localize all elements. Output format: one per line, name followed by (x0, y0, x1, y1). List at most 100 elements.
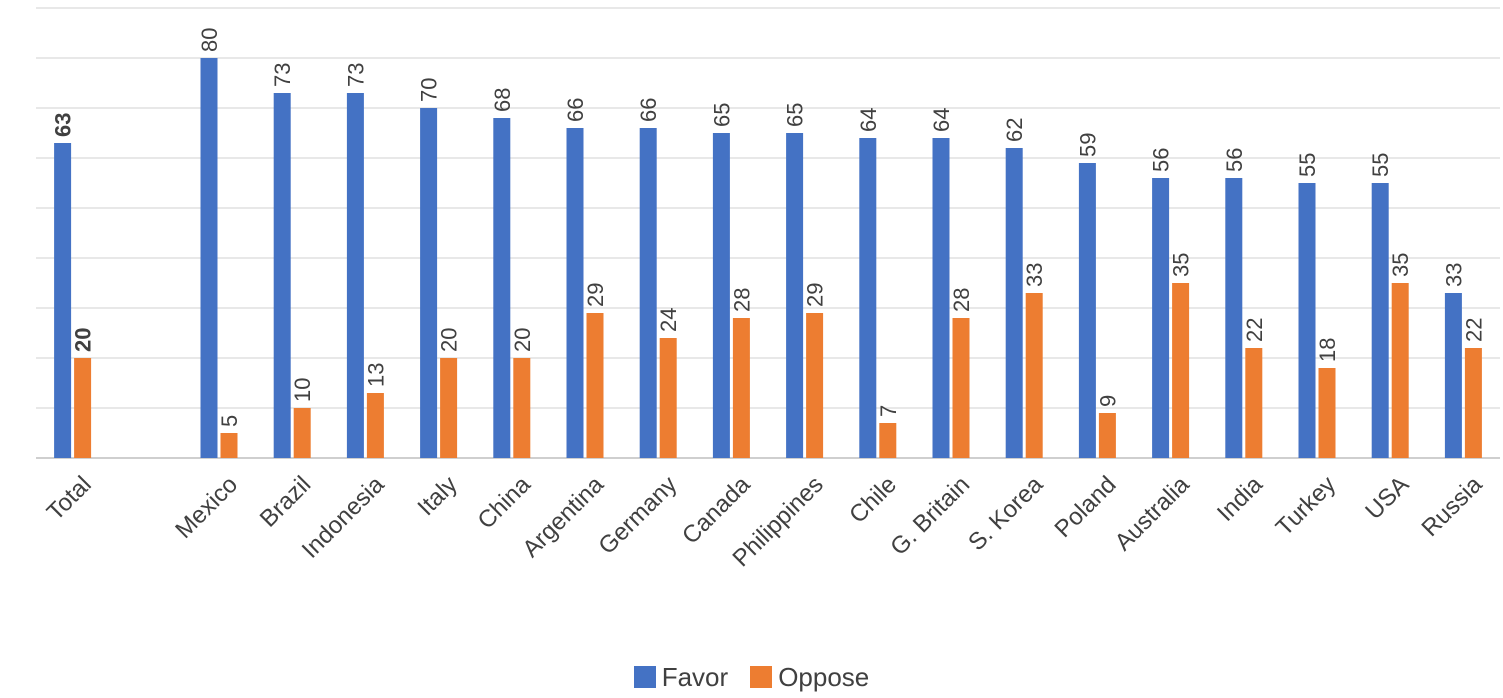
data-label-favor-turkey: 55 (1295, 153, 1320, 177)
bar-favor-total (54, 143, 72, 458)
bar-oppose-brazil (293, 408, 311, 458)
bar-oppose-turkey (1318, 368, 1336, 458)
data-label-favor-russia: 33 (1441, 263, 1466, 287)
bar-favor-russia (1444, 293, 1462, 458)
x-tick-label-indonesia: Indonesia (297, 471, 390, 564)
data-label-oppose-canada: 28 (729, 288, 754, 312)
data-label-favor-india: 56 (1222, 148, 1247, 172)
x-tick-label-australia: Australia (1110, 471, 1196, 557)
bar-favor-india (1225, 178, 1243, 458)
bar-oppose-china (513, 358, 531, 458)
data-label-oppose-s-korea: 33 (1022, 263, 1047, 287)
data-label-favor-argentina: 66 (563, 98, 588, 122)
x-tick-label-g-britain: G. Britain (885, 471, 975, 561)
bar-oppose-s-korea (1025, 293, 1043, 458)
data-label-favor-mexico: 80 (197, 28, 222, 52)
x-tick-label-argentina: Argentina (517, 471, 609, 563)
data-label-oppose-indonesia: 13 (363, 363, 388, 387)
data-label-oppose-philippines: 29 (803, 283, 828, 307)
bar-oppose-philippines (806, 313, 824, 458)
x-tick-label-poland: Poland (1050, 471, 1122, 543)
data-label-favor-s-korea: 62 (1002, 118, 1027, 142)
bar-oppose-g-britain (952, 318, 970, 458)
data-label-favor-canada: 65 (709, 103, 734, 127)
data-label-oppose-argentina: 29 (583, 283, 608, 307)
bar-oppose-chile (879, 423, 897, 458)
x-tick-label-turkey: Turkey (1271, 471, 1341, 541)
x-tick-label-chile: Chile (844, 471, 902, 529)
bar-favor-philippines (786, 133, 804, 458)
legend: Favor Oppose (0, 660, 1503, 694)
data-label-oppose-g-britain: 28 (949, 288, 974, 312)
data-label-favor-chile: 64 (856, 108, 881, 132)
bar-oppose-italy (440, 358, 458, 458)
x-tick-label-total: Total (42, 471, 97, 526)
data-label-oppose-mexico: 5 (217, 415, 242, 427)
bar-favor-australia (1152, 178, 1170, 458)
data-label-favor-germany: 66 (636, 98, 661, 122)
data-label-oppose-russia: 22 (1461, 318, 1486, 342)
data-label-oppose-chile: 7 (876, 405, 901, 417)
data-label-favor-poland: 59 (1075, 133, 1100, 157)
bar-favor-germany (639, 128, 657, 458)
bar-oppose-australia (1172, 283, 1190, 458)
x-tick-label-germany: Germany (593, 471, 682, 560)
legend-label-oppose: Oppose (778, 661, 870, 692)
bar-oppose-argentina (586, 313, 604, 458)
legend-label-favor: Favor (661, 661, 729, 692)
bar-favor-brazil (273, 93, 291, 458)
data-label-oppose-brazil: 10 (290, 378, 315, 402)
x-tick-label-russia: Russia (1417, 471, 1488, 542)
bar-favor-s-korea (1005, 148, 1023, 458)
bar-oppose-russia (1464, 348, 1482, 458)
data-label-favor-philippines: 65 (783, 103, 808, 127)
bar-oppose-canada (732, 318, 750, 458)
bars (54, 58, 1482, 458)
bar-oppose-indonesia (366, 393, 384, 458)
x-tick-label-brazil: Brazil (255, 471, 317, 533)
legend-swatch-oppose (750, 666, 773, 688)
bar-favor-mexico (200, 58, 218, 458)
data-label-favor-g-britain: 64 (929, 108, 954, 132)
bar-favor-usa (1371, 183, 1389, 458)
data-label-favor-italy: 70 (417, 78, 442, 102)
bar-favor-turkey (1298, 183, 1316, 458)
x-tick-label-mexico: Mexico (170, 471, 243, 544)
legend-swatch-favor (633, 666, 656, 688)
x-tick-label-italy: Italy (413, 471, 463, 521)
data-label-oppose-china: 20 (510, 328, 535, 352)
x-tick-label-india: India (1212, 471, 1268, 527)
data-labels: 63 20 80 5 73 10 73 13 70 20 68 20 66 29 66 24 65 28 65 29 6… (51, 28, 1487, 427)
data-label-oppose-turkey: 18 (1315, 338, 1340, 362)
data-label-oppose-india: 22 (1242, 318, 1267, 342)
x-tick-label-china: China (472, 471, 536, 535)
bar-favor-g-britain (932, 138, 950, 458)
bar-oppose-mexico (220, 433, 238, 458)
data-label-favor-usa: 55 (1368, 153, 1393, 177)
data-label-favor-indonesia: 73 (343, 63, 368, 87)
data-label-oppose-poland: 9 (1095, 395, 1120, 407)
bar-favor-china (493, 118, 511, 458)
bar-oppose-total (74, 358, 92, 458)
x-tick-label-usa: USA (1360, 471, 1414, 525)
bar-favor-argentina (566, 128, 584, 458)
data-label-oppose-total: 20 (71, 328, 96, 352)
data-label-oppose-germany: 24 (656, 308, 681, 332)
data-label-oppose-usa: 35 (1388, 253, 1413, 277)
bar-oppose-poland (1098, 413, 1116, 458)
bar-favor-italy (420, 108, 438, 458)
bar-oppose-usa (1391, 283, 1409, 458)
bar-favor-poland (1078, 163, 1096, 458)
data-label-oppose-italy: 20 (437, 328, 462, 352)
data-label-favor-total: 63 (51, 113, 76, 137)
x-tick-label-s-korea: S. Korea (963, 471, 1049, 557)
legend-item-favor: Favor (633, 661, 729, 693)
data-label-favor-brazil: 73 (270, 63, 295, 87)
bar-favor-indonesia (346, 93, 364, 458)
data-label-favor-china: 68 (490, 88, 515, 112)
data-label-oppose-australia: 35 (1169, 253, 1194, 277)
bar-oppose-germany (659, 338, 677, 458)
bar-favor-chile (859, 138, 877, 458)
